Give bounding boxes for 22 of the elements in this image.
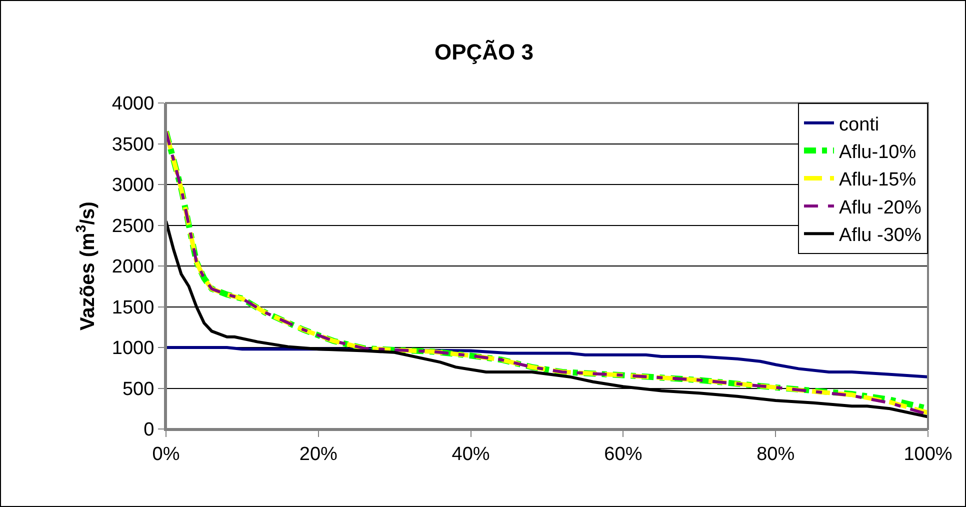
legend-label: Aflu-15%: [839, 170, 916, 191]
legend-label: Aflu -20%: [839, 197, 922, 218]
x-tick-label: 100%: [904, 444, 952, 465]
x-tick-label: 0%: [152, 444, 180, 465]
x-tick-label: 80%: [756, 444, 795, 465]
x-tick-label: 20%: [299, 444, 338, 465]
y-tick-label: 1500: [112, 297, 154, 318]
legend-label: Aflu-10%: [839, 142, 916, 163]
x-tick-label: 60%: [604, 444, 642, 465]
y-tick-label: 2000: [112, 256, 154, 278]
y-tick-label: 500: [122, 378, 154, 400]
legend-label: Aflu -30%: [839, 225, 922, 246]
line-series: [166, 220, 928, 418]
y-tick-label: 3500: [112, 134, 154, 156]
chart-title: OPÇÃO 3: [434, 39, 534, 64]
y-tick-label: 1000: [112, 338, 154, 360]
legend-label: conti: [839, 114, 880, 136]
y-tick-label: 2500: [112, 216, 154, 237]
y-tick-label: 4000: [112, 94, 154, 115]
x-tick-label: 40%: [452, 444, 490, 465]
y-tick-label: 3000: [112, 175, 154, 196]
y-tick-label: 0: [144, 420, 154, 441]
